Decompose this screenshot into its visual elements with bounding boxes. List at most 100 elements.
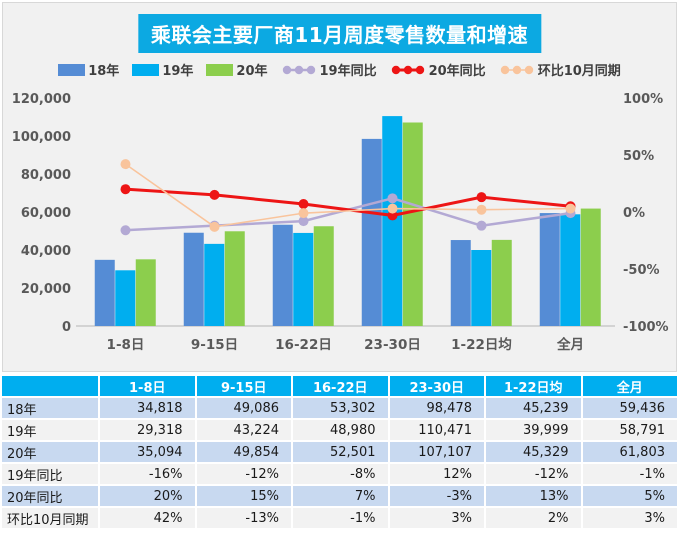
value-cell: 59,436 [580,396,679,420]
value-cell: 34,818 [98,396,197,420]
legend-item-line-mom-october: 环比10月同期 [499,60,621,79]
value-cell: 12% [387,462,486,486]
legend-bar-swatch [58,63,86,76]
bar-bars-2020 [313,226,334,326]
legend-label: 20年同比 [428,64,486,79]
table-row-row-2020: 20年 35,094 49,854 52,501 107,107 45,329 61,803 [0,440,679,464]
value-cell: 107,107 [387,440,486,464]
value-cell: 61,803 [580,440,679,464]
marker-line-yoy-2020 [387,210,398,221]
bar-bars-2018 [539,213,560,326]
marker-line-mom-october [476,204,487,215]
value-cell: -12% [194,462,293,486]
table-header-cell: 23-30日 [387,374,486,398]
table-row-row-2018: 18年 34,818 49,086 53,302 98,478 45,239 59,436 [0,396,679,420]
marker-line-mom-october [209,221,220,232]
value-cell: 53,302 [291,396,390,420]
value-cell: 35,094 [98,440,197,464]
line-mom-october [125,163,571,228]
left-axis-tick: 80,000 [21,168,71,183]
legend-line-marker [282,65,315,74]
value-cell: 98,478 [387,396,486,420]
value-cell: 3% [387,506,486,530]
table-header-row: 1-8日 9-15日 16-22日 23-30日 1-22日均 全月 [0,374,679,398]
table-row-row-mom-october: 环比10月同期 42% -13% -1% 3% 2% 3% [0,506,679,530]
category-label: 23-30日 [364,337,421,353]
category-label: 9-15日 [191,337,238,353]
category-label: 1-22日均 [451,336,512,353]
bar-bars-2018 [450,240,471,326]
marker-line-yoy-2019 [120,225,131,236]
legend-bar-swatch [206,63,234,76]
line-yoy-2020 [125,187,571,217]
legend-label: 19年 [162,64,194,79]
value-cell: -1% [580,462,679,486]
value-cell: 52,501 [291,440,390,464]
value-cell: 42% [98,506,197,530]
value-cell: -1% [291,506,390,530]
marker-line-yoy-2019 [387,193,398,204]
bar-bars-2018 [183,232,204,326]
right-axis-tick: -100% [623,320,669,335]
table-row-row-2019: 19年 29,318 43,224 48,980 110,471 39,999 58,791 [0,418,679,442]
value-cell: 20% [98,484,197,508]
right-axis-tick: 0% [623,206,645,221]
line-yoy-2019 [125,197,571,232]
table-header-cell: 16-22日 [291,374,390,398]
legend-label: 18年 [88,64,120,79]
value-cell: 110,471 [387,418,486,442]
legend-item-line-yoy-2019: 19年同比 [281,60,377,79]
left-axis-tick: 120,000 [12,92,71,107]
bar-bars-2018 [94,259,115,326]
legend-line-marker [391,65,424,74]
row-label: 19年同比 [0,462,100,486]
marker-line-yoy-2020 [298,199,309,210]
value-cell: 43,224 [194,418,293,442]
marker-line-yoy-2020 [120,184,131,195]
right-axis-tick: 100% [623,92,663,107]
bar-bars-2020 [580,208,601,326]
legend-label: 20年 [236,64,268,79]
marker-line-yoy-2019 [476,220,487,231]
value-cell: 5% [580,484,679,508]
legend-line-marker [500,65,533,74]
legend-label: 19年同比 [319,64,377,79]
value-cell: 15% [194,484,293,508]
value-cell: 3% [580,506,679,530]
bar-bars-2019 [471,250,492,326]
value-cell: 45,239 [484,396,583,420]
category-label: 1-8日 [107,337,145,353]
table-row-row-yoy-2020: 20年同比 20% 15% 7% -3% 13% 5% [0,484,679,508]
value-cell: -12% [484,462,583,486]
left-axis-tick: 100,000 [12,130,71,145]
row-label: 20年 [0,440,100,464]
bar-bars-2020 [135,259,156,326]
legend-item-bars-2018: 18年 [58,60,119,79]
table-header-cell: 9-15日 [194,374,293,398]
legend-item-bars-2019: 19年 [132,60,193,79]
category-label: 全月 [556,336,584,353]
value-cell: -13% [194,506,293,530]
value-cell: -8% [291,462,390,486]
left-axis-tick: 40,000 [21,244,71,259]
left-axis-tick: 60,000 [21,206,71,221]
value-cell: 7% [291,484,390,508]
bar-bars-2020 [402,122,423,326]
value-cell: 2% [484,506,583,530]
marker-line-yoy-2020 [209,189,220,200]
chart-panel: 乘联会主要厂商11月周度零售数量和增速 18年 19年 20年 19年同比 20年同比 环… [2,2,677,372]
left-axis-tick: 0 [62,320,71,335]
bar-bars-2020 [491,239,512,326]
retail-combo-chart: 0 20,000 40,000 60,000 80,000 100,000 120,000 -… [12,92,669,353]
bar-bars-2018 [272,224,293,326]
value-cell: 49,854 [194,440,293,464]
row-label: 20年同比 [0,484,100,508]
legend-bar-swatch [132,63,160,76]
bar-bars-2019 [293,232,314,326]
value-cell: 29,318 [98,418,197,442]
value-cell: 39,999 [484,418,583,442]
table-header-cell: 全月 [580,374,679,398]
table-header-cell: 1-22日均 [484,374,583,398]
value-cell: 13% [484,484,583,508]
